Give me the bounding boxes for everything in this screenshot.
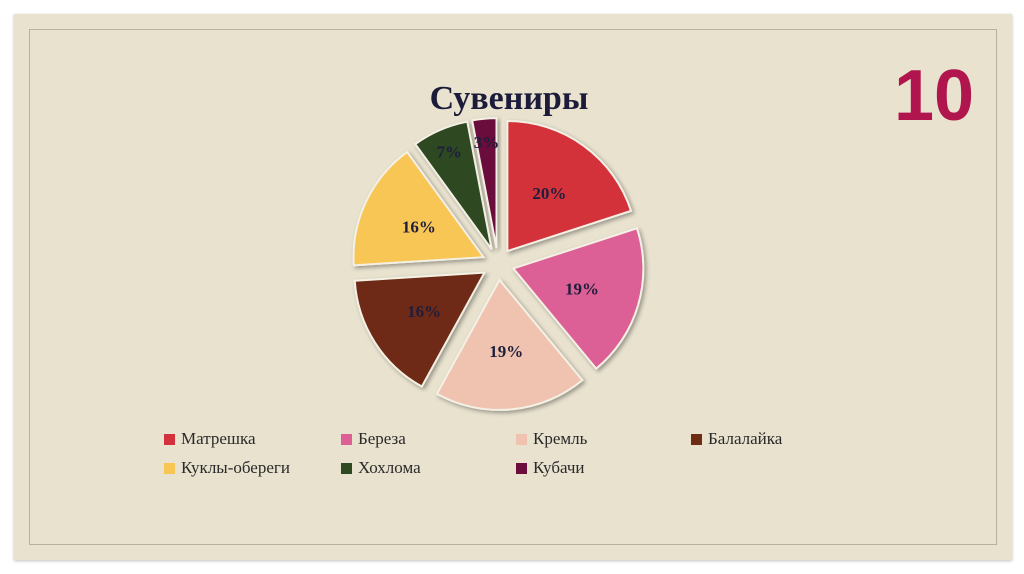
legend-item: Кубачи [516,456,691,480]
legend-item: Хохлома [341,456,516,480]
slice-label-3: 19% [489,342,523,361]
legend-swatch [516,433,527,445]
slice-label-1: 20% [532,184,566,203]
legend-swatch [516,462,527,474]
legend-item: Куклы-обереги [164,456,341,480]
legend-item: Матрешка [164,427,341,451]
pie-slice-1 [506,120,633,253]
slice-label-6: 7% [437,142,463,161]
legend-label: Кубачи [533,458,585,477]
legend-label: Хохлома [358,458,421,477]
chart-legend: Матрешка Береза Кремль Балалайка Куклы-о… [164,427,924,480]
legend-item: Балалайка [691,427,891,451]
chart-title: Сувениры [429,80,589,117]
slice-label-2: 19% [565,279,599,298]
legend-swatch [341,462,352,474]
slide: 10 Сувениры 20% 19% 19% 16% 16% 7% 3% Матрешка… [14,14,1012,560]
pie-slice-4 [353,271,487,388]
legend-swatch [164,462,175,474]
slice-label-7: 3% [474,133,500,152]
pie-slice-2 [511,227,645,371]
slide-number: 10 [894,56,975,136]
legend-swatch [341,433,352,445]
legend-item: Кремль [516,427,691,451]
legend-label: Куклы-обереги [181,458,290,477]
pie-slice-6 [413,120,493,250]
legend-label: Балалайка [708,429,783,448]
legend-item: Береза [341,427,516,451]
slice-label-4: 16% [407,302,441,321]
pie-slice-5 [352,150,486,267]
legend-label: Береза [358,429,406,448]
pie-slice-3 [435,278,584,411]
legend-swatch [164,433,175,445]
slice-label-5: 16% [402,218,436,237]
legend-label: Матрешка [181,429,256,448]
legend-swatch [691,433,702,445]
legend-label: Кремль [533,429,588,448]
pie-slice-7 [470,117,498,249]
slide-frame [29,29,997,545]
pie-chart: 20% 19% 19% 16% 16% 7% 3% [352,117,645,411]
